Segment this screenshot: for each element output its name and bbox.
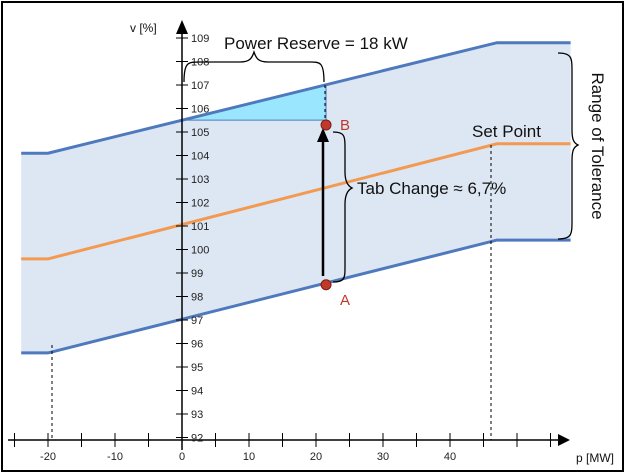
y-tick-label: 95 xyxy=(191,362,203,374)
x-tick-label: -20 xyxy=(40,451,56,463)
tab-change-label: Tab Change ≈ 6,7% xyxy=(357,179,506,198)
y-tick-label: 109 xyxy=(191,33,209,45)
tolerance-band xyxy=(21,42,571,353)
y-tick-label: 105 xyxy=(191,127,209,139)
set-point-line xyxy=(21,142,571,261)
y-tick-label: 98 xyxy=(191,292,203,304)
y-tick-label: 92 xyxy=(191,433,203,445)
y-ticks: 1091081071061051041031021011009998979695… xyxy=(176,33,209,445)
point-a-label: A xyxy=(340,292,350,309)
x-tick-label: 30 xyxy=(377,451,389,463)
lower-tolerance-line xyxy=(21,238,571,355)
point-b-label: B xyxy=(340,117,350,134)
y-tick-label: 106 xyxy=(191,104,209,116)
x-axis-title: p [MW] xyxy=(576,451,614,465)
y-tick-label: 101 xyxy=(191,221,209,233)
power-reserve-label: Power Reserve = 18 kW xyxy=(224,34,408,53)
y-tick-label: 96 xyxy=(191,339,203,351)
x-tick-label: 10 xyxy=(243,451,255,463)
x-tick-label: 40 xyxy=(444,451,456,463)
y-tick-label: 100 xyxy=(191,245,209,257)
set-point-label: Set Point xyxy=(472,122,541,141)
range-of-tolerance-label: Range of Tolerance xyxy=(588,72,607,219)
y-tick-label: 93 xyxy=(191,409,203,421)
power-reserve-brace xyxy=(183,49,325,83)
y-tick-label: 103 xyxy=(191,174,209,186)
tab-change-arrow-head-icon xyxy=(317,128,329,142)
upper-tolerance-line xyxy=(21,41,571,155)
y-tick-label: 94 xyxy=(191,386,203,398)
point-b-marker xyxy=(320,119,332,131)
y-tick-label: 102 xyxy=(191,198,209,210)
x-axis-arrow-icon xyxy=(558,434,570,446)
x-tick-label: 20 xyxy=(310,451,322,463)
y-tick-label: 97 xyxy=(191,315,203,327)
y-tick-label: 99 xyxy=(191,268,203,280)
y-axis xyxy=(176,20,188,450)
x-ticks: -20 -10 0 10 20 30 40 xyxy=(14,433,551,463)
point-a-marker xyxy=(320,279,332,291)
y-tick-label: 107 xyxy=(191,80,209,92)
range-of-tolerance-brace xyxy=(557,52,580,240)
y-tick-label: 104 xyxy=(191,151,209,163)
x-tick-label: 0 xyxy=(179,451,185,463)
x-axis xyxy=(8,434,570,446)
tab-change-brace xyxy=(332,131,354,283)
y-axis-arrow-icon xyxy=(176,20,188,34)
x-tick-label: -10 xyxy=(107,451,123,463)
y-axis-title: v [%] xyxy=(130,21,157,35)
